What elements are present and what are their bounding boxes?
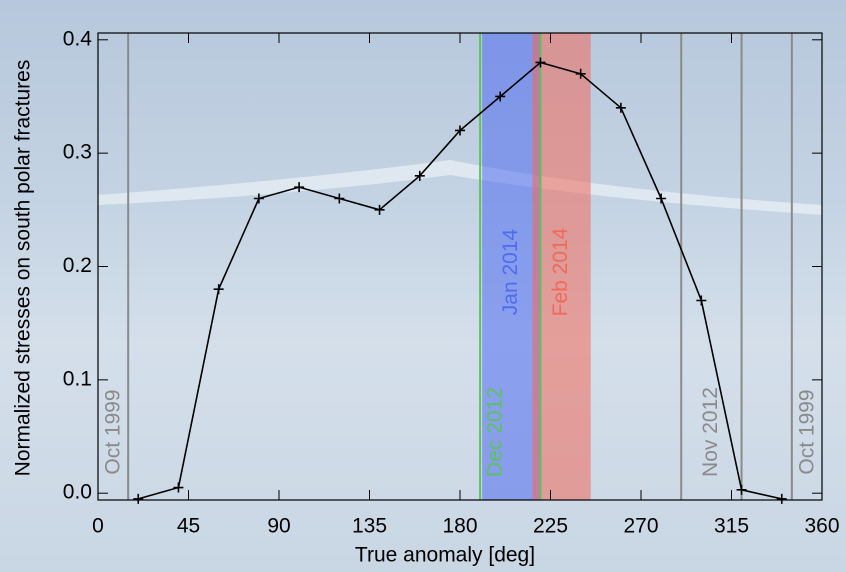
data-point (495, 91, 506, 102)
data-point (535, 57, 546, 68)
data-point (173, 482, 184, 493)
y-axis-label: Normalized stresses on south polar fract… (12, 60, 35, 477)
ice-streak (98, 160, 822, 215)
x-tick-label: 270 (623, 515, 658, 538)
x-tick-label: 225 (533, 515, 568, 538)
y-tick-label: 0.2 (63, 254, 92, 277)
data-point (213, 284, 224, 295)
data-point (133, 493, 144, 504)
x-axis-label: True anomaly [deg] (355, 544, 535, 567)
y-tick-label: 0.0 (63, 481, 92, 504)
y-tick-label: 0.3 (63, 141, 92, 164)
data-point (575, 68, 586, 79)
data-point (414, 170, 425, 181)
x-tick-label: 45 (177, 515, 200, 538)
event-label: Dec 2012 (484, 387, 507, 477)
x-tick-label: 90 (267, 515, 290, 538)
data-point (374, 204, 385, 215)
band-label: Feb 2014 (549, 227, 572, 316)
band-label: Jan 2014 (499, 228, 522, 315)
x-tick-label: 0 (92, 515, 104, 538)
data-point (334, 193, 345, 204)
band (532, 33, 591, 500)
event-label: Nov 2012 (699, 387, 722, 477)
band (482, 33, 541, 500)
x-tick-label: 135 (352, 515, 387, 538)
data-point (696, 295, 707, 306)
event-label: Oct 1999 (102, 389, 125, 474)
x-tick-label: 180 (442, 515, 477, 538)
data-point (253, 193, 264, 204)
data-point (736, 484, 747, 495)
data-point (615, 102, 626, 113)
data-point (294, 182, 305, 193)
event-label: Oct 1999 (795, 389, 818, 474)
x-tick-label: 360 (804, 515, 839, 538)
data-point (656, 193, 667, 204)
data-point (776, 493, 787, 504)
x-tick-label: 315 (714, 515, 749, 538)
y-tick-label: 0.1 (63, 367, 92, 390)
data-point (455, 125, 465, 136)
y-tick-label: 0.4 (63, 27, 93, 50)
